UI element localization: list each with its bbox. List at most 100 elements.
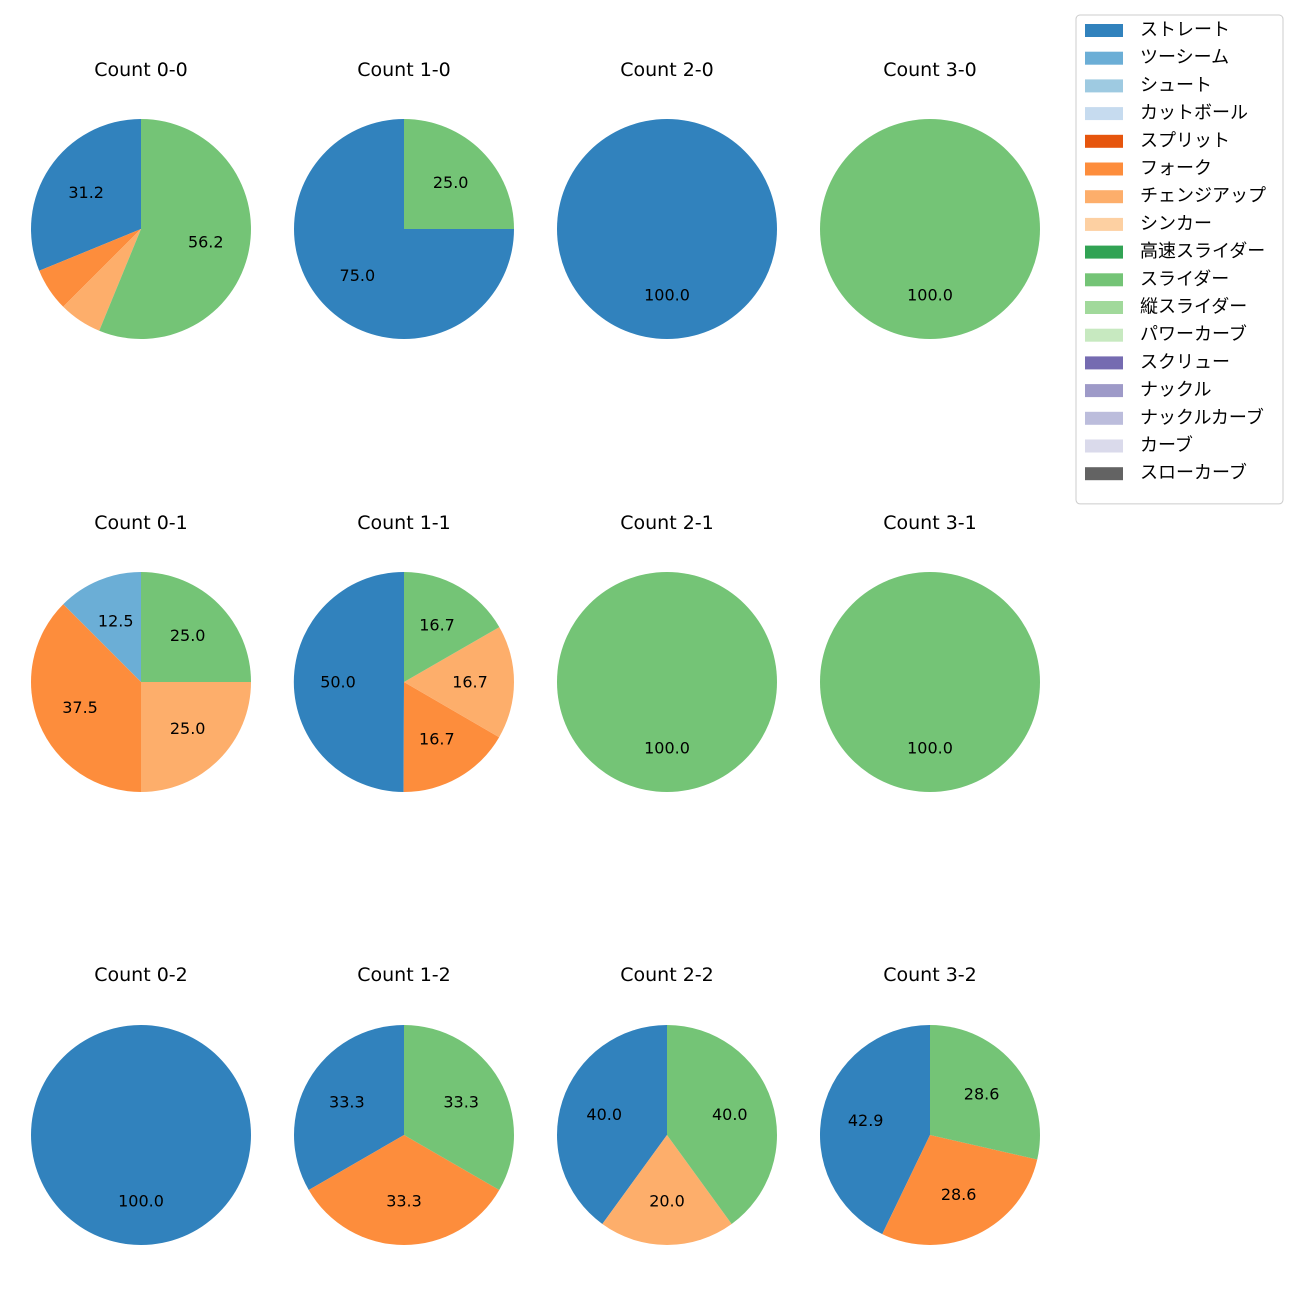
pie-label-count-0-1-3: 25.0 <box>170 626 206 645</box>
pie-label-count-1-2-0: 33.3 <box>329 1093 365 1112</box>
pie-label-count-0-1-0: 12.5 <box>98 612 134 631</box>
pie-slice-count-0-1-2 <box>141 682 251 792</box>
pie-label-count-3-2-0: 42.9 <box>848 1111 884 1130</box>
pie-label-count-0-1-2: 25.0 <box>170 719 206 738</box>
pie-slice-count-1-1-1 <box>403 682 500 793</box>
legend-swatch <box>1085 439 1123 453</box>
legend-label: フォーク <box>1140 158 1212 179</box>
pie-label-count-1-1-3: 16.7 <box>419 615 455 634</box>
pie-slice-count-0-0-0 <box>30 119 141 271</box>
pie-label-count-3-0-0: 100.0 <box>907 286 953 305</box>
pie-label-count-1-2-1: 33.3 <box>386 1192 422 1211</box>
pie-slice-count-0-0-3 <box>99 119 251 339</box>
pie-count-3-2: Count 3-2 42.9 28.6 28.6 <box>819 964 1040 1246</box>
legend-swatch <box>1085 328 1123 342</box>
pie-title-count-3-0: Count 3-0 <box>883 59 977 81</box>
pie-title-count-3-1: Count 3-1 <box>883 512 977 534</box>
pie-slice-count-1-2-1 <box>308 1135 500 1245</box>
pie-label-count-2-2-0: 40.0 <box>586 1105 622 1124</box>
pie-title-count-2-2: Count 2-2 <box>620 964 714 986</box>
legend: ストレートツーシームシュートカットボールスプリットフォークチェンジアップシンカー… <box>1075 14 1284 505</box>
legend-swatch <box>1085 190 1123 204</box>
pie-slice-count-2-2-2 <box>667 1025 778 1224</box>
pie-slice-count-1-1-0 <box>293 571 404 792</box>
pie-label-count-1-2-2: 33.3 <box>443 1093 479 1112</box>
pie-count-1-1: Count 1-1 50.0 16.7 16.7 16.7 <box>293 512 515 793</box>
legend-label: 縦スライダー <box>1140 297 1247 318</box>
pie-title-count-0-2: Count 0-2 <box>94 964 188 986</box>
pie-slice-count-1-0-1 <box>404 119 514 229</box>
legend-item: ストレート <box>1085 20 1230 41</box>
pie-label-count-0-2-0: 100.0 <box>118 1192 164 1211</box>
legend-item: スプリット <box>1085 130 1230 151</box>
legend-item: スライダー <box>1085 269 1229 290</box>
legend-item: カーブ <box>1085 434 1193 456</box>
pie-title-count-2-0: Count 2-0 <box>620 59 714 81</box>
pie-title-count-1-2: Count 1-2 <box>357 964 451 986</box>
pie-slice-count-0-1-0 <box>63 572 141 682</box>
legend-swatch <box>1085 51 1123 65</box>
pie-slice-count-3-2-1 <box>882 1135 1038 1246</box>
pie-slice-count-0-0-1 <box>39 229 141 307</box>
pie-slice-count-2-2-1 <box>602 1135 732 1246</box>
pie-label-count-3-1-0: 100.0 <box>907 739 953 758</box>
legend-item: チェンジアップ <box>1085 186 1266 207</box>
pie-slice-count-1-1-2 <box>404 627 515 738</box>
pie-title-count-0-0: Count 0-0 <box>94 59 188 81</box>
legend-label: スクリュー <box>1140 352 1230 373</box>
pie-label-count-1-0-0: 75.0 <box>340 266 376 285</box>
pie-title-count-0-1: Count 0-1 <box>94 512 188 534</box>
pie-slice-count-1-2-2 <box>404 1025 514 1190</box>
pie-label-count-1-1-2: 16.7 <box>452 673 488 692</box>
legend-swatch <box>1085 24 1123 37</box>
pie-slice-count-0-2-0 <box>31 1025 251 1245</box>
pie-slice-count-3-1-0 <box>820 572 1040 792</box>
legend-swatch <box>1085 245 1123 259</box>
legend-label: ナックルカーブ <box>1140 406 1264 428</box>
legend-item: シンカー <box>1085 213 1212 234</box>
legend-label: 高速スライダー <box>1140 241 1265 262</box>
pie-slice-count-1-1-3 <box>404 572 500 682</box>
legend-label: シンカー <box>1140 213 1212 234</box>
legend-swatch <box>1085 411 1123 425</box>
legend-item: ナックル <box>1085 380 1211 401</box>
pie-slice-count-0-0-2 <box>63 229 141 331</box>
pie-label-count-2-1-0: 100.0 <box>644 739 690 758</box>
pie-label-count-1-1-0: 50.0 <box>320 672 356 691</box>
pie-slice-count-2-0-0 <box>557 119 777 339</box>
pie-label-count-2-2-1: 20.0 <box>649 1192 685 1211</box>
legend-label: チェンジアップ <box>1140 186 1266 207</box>
legend-item: 縦スライダー <box>1085 297 1247 318</box>
pie-label-count-2-2-2: 40.0 <box>712 1105 748 1124</box>
pie-label-count-1-0-1: 25.0 <box>433 173 469 192</box>
legend-item: ナックルカーブ <box>1085 406 1264 428</box>
pie-label-count-1-1-1: 16.7 <box>419 730 455 749</box>
pie-slice-count-2-1-0 <box>557 572 777 792</box>
pie-slice-count-0-1-1 <box>31 604 141 792</box>
pie-count-2-1: Count 2-1 100.0 <box>557 512 777 792</box>
pie-count-3-0: Count 3-0 100.0 <box>820 59 1040 339</box>
pie-slice-count-2-2-0 <box>556 1025 667 1224</box>
pie-slice-count-0-1-3 <box>141 572 251 682</box>
pie-slice-count-1-2-0 <box>294 1025 404 1190</box>
legend-swatch <box>1085 79 1123 93</box>
pie-title-count-2-1: Count 2-1 <box>620 512 714 534</box>
legend-label: カットボール <box>1140 103 1248 124</box>
legend-item: スローカーブ <box>1085 462 1247 484</box>
legend-label: ツーシーム <box>1140 47 1229 68</box>
pie-title-count-1-0: Count 1-0 <box>357 59 451 81</box>
pie-label-count-3-2-2: 28.6 <box>964 1084 1000 1103</box>
legend-swatch <box>1085 384 1123 398</box>
pie-label-count-0-0-0: 31.2 <box>68 183 104 202</box>
pie-count-2-2: Count 2-2 40.0 20.0 40.0 <box>556 964 778 1246</box>
pie-title-count-3-2: Count 3-2 <box>883 964 977 986</box>
legend-swatch <box>1085 273 1123 287</box>
legend-item: カットボール <box>1085 103 1248 124</box>
pie-count-0-0: Count 0-0 31.2 56.2 <box>30 59 251 339</box>
legend-swatch <box>1085 107 1123 121</box>
legend-label: スローカーブ <box>1140 462 1247 484</box>
legend-item: 高速スライダー <box>1085 241 1265 262</box>
